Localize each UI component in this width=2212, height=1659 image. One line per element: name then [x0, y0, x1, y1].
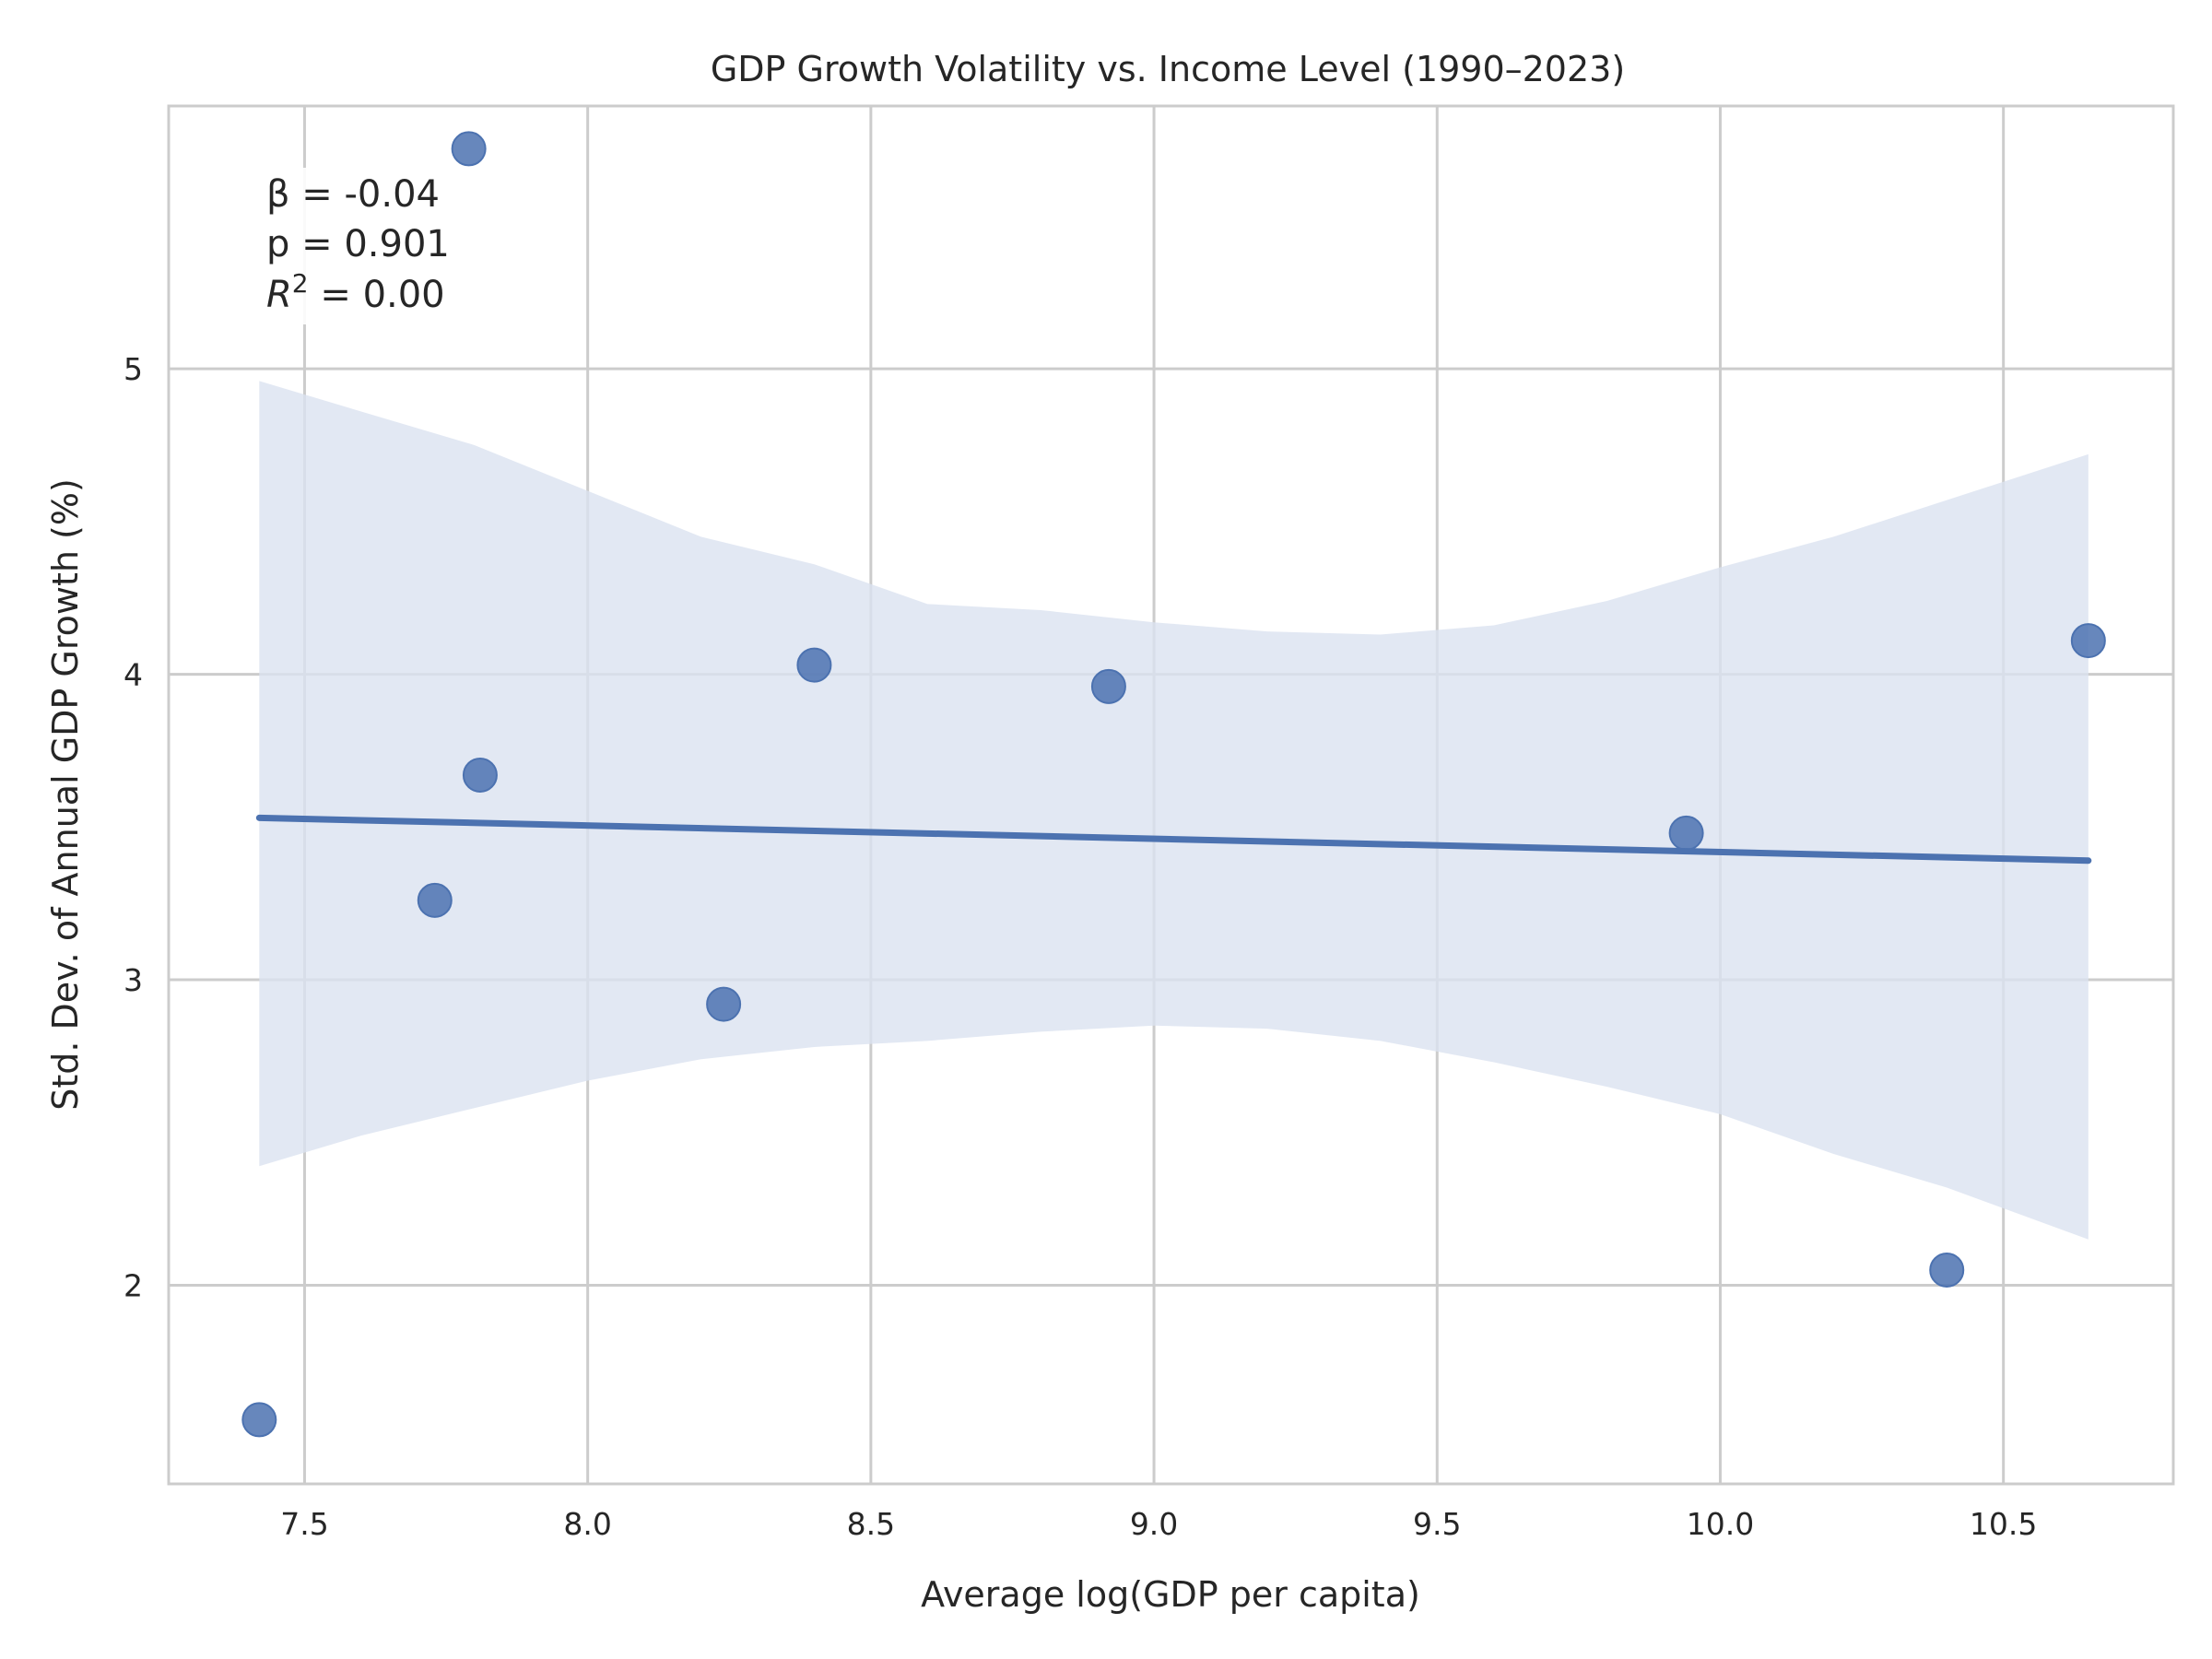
x-tick-label: 10.0: [1687, 1506, 1754, 1542]
r-squared-symbol: R: [266, 274, 292, 316]
data-point: [451, 131, 487, 167]
chart-title: GDP Growth Volatility vs. Income Level (…: [711, 49, 1625, 89]
data-point: [2070, 623, 2106, 659]
x-axis-label: Average log(GDP per capita): [921, 1574, 1420, 1615]
data-point: [1929, 1252, 1965, 1288]
plot-frame: [167, 104, 2175, 1486]
y-tick-label: 4: [124, 657, 143, 693]
x-tick-label: 10.5: [1970, 1506, 2037, 1542]
x-tick-label: 8.5: [847, 1506, 895, 1542]
y-tick-label: 3: [124, 962, 143, 998]
x-tick-label: 8.0: [563, 1506, 611, 1542]
r-squared-annotation: R2 = 0.00: [266, 268, 445, 316]
data-point: [706, 986, 742, 1022]
r-squared-value: = 0.00: [309, 274, 445, 316]
fit-line-layer: [255, 814, 2092, 865]
annotation-background: [258, 168, 488, 324]
x-tick-labels: 7.5 8.0 8.5 9.0 9.5 10.0 10.5: [280, 1506, 2037, 1542]
beta-annotation: β = -0.04: [266, 173, 440, 216]
x-tick-label: 7.5: [280, 1506, 328, 1542]
data-point: [417, 882, 453, 918]
x-tick-label: 9.0: [1130, 1506, 1178, 1542]
confidence-band: [259, 381, 2088, 1240]
data-point: [241, 1402, 277, 1438]
y-axis-label: Std. Dev. of Annual GDP Growth (%): [45, 478, 86, 1111]
data-point: [796, 647, 832, 683]
y-tick-label: 2: [124, 1268, 143, 1304]
y-tick-label: 5: [124, 351, 143, 387]
regression-stats-box: β = -0.04 p = 0.901 R2 = 0.00: [258, 168, 488, 324]
data-points: [241, 131, 2106, 1438]
data-point: [1668, 815, 1704, 851]
data-point: [1090, 668, 1126, 704]
r-squared-exponent: 2: [292, 268, 309, 299]
confidence-band-layer: [259, 381, 2088, 1240]
data-point: [462, 757, 498, 793]
p-value-annotation: p = 0.901: [266, 223, 450, 265]
x-tick-label: 9.5: [1413, 1506, 1461, 1542]
y-tick-labels: 2 3 4 5: [124, 351, 143, 1303]
regression-line: [255, 814, 2092, 865]
